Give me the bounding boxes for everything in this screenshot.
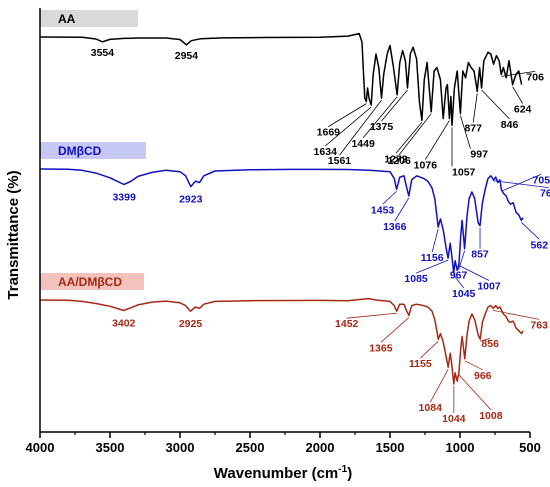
x-axis-title-superscript: -1 xyxy=(338,464,347,475)
peak-label: 1008 xyxy=(479,410,503,422)
peak-label: 1365 xyxy=(369,342,393,354)
peak-label: 1669 xyxy=(317,127,341,139)
series-label-box xyxy=(40,273,144,290)
peak-label: 1634 xyxy=(314,146,338,158)
peak-label: 624 xyxy=(514,104,532,116)
x-tick-label: 3500 xyxy=(96,440,125,455)
peak-leader-line xyxy=(521,222,540,240)
peak-leader-line xyxy=(394,197,410,222)
peak-label: 1366 xyxy=(383,221,407,233)
peak-label: 3554 xyxy=(91,47,115,59)
peak-label: 705 xyxy=(533,174,550,186)
peak-label: 763 xyxy=(530,319,548,331)
peak-leader-line xyxy=(362,96,398,139)
peak-label: 1206 xyxy=(387,155,411,167)
peak-leader-line xyxy=(398,113,432,156)
peak-label: 2954 xyxy=(175,50,199,62)
y-axis-title: Transmittance (%) xyxy=(5,170,22,299)
x-axis-title-main: Wavenumber (cm xyxy=(214,465,338,482)
peak-leader-line xyxy=(492,180,549,188)
series-line xyxy=(39,168,524,274)
peak-leader-line xyxy=(395,122,423,154)
peak-label: 3402 xyxy=(112,318,136,330)
peak-leader-line xyxy=(501,173,542,192)
series-label-text: AA xyxy=(58,12,76,26)
peak-label: 1084 xyxy=(419,402,443,414)
peak-leader-line xyxy=(480,337,491,342)
series-label-text: AA/DMβCD xyxy=(58,275,122,289)
series-line xyxy=(39,297,524,385)
peak-label: 1453 xyxy=(371,204,395,216)
x-tick-label: 1500 xyxy=(376,440,405,455)
peak-label: 766 xyxy=(540,188,550,200)
peak-label: 1452 xyxy=(335,318,359,330)
peak-label: 1272 xyxy=(384,153,408,165)
series-label-text: DMβCD xyxy=(58,144,102,158)
peak-leader-line xyxy=(431,228,439,253)
peak-leader-line xyxy=(458,374,492,411)
peak-label: 1057 xyxy=(452,166,476,178)
peak-label: 857 xyxy=(471,249,489,261)
peak-leader-line xyxy=(458,250,466,270)
peak-leader-line xyxy=(415,259,449,274)
peak-leader-line xyxy=(481,89,510,120)
peak-leader-line xyxy=(380,317,410,343)
peak-leader-line xyxy=(493,310,540,320)
peak-label: 1561 xyxy=(328,155,352,167)
peak-leader-line xyxy=(512,86,523,104)
peak-label: 966 xyxy=(474,370,492,382)
peak-label: 1044 xyxy=(442,413,466,425)
peak-label: 562 xyxy=(531,239,549,251)
peak-label: 1155 xyxy=(409,358,432,370)
x-tick-label: 1000 xyxy=(446,440,475,455)
peak-label: 967 xyxy=(450,270,468,282)
peak-leader-line xyxy=(381,89,408,122)
peak-label: 1449 xyxy=(351,138,375,150)
peak-label: 997 xyxy=(470,149,488,161)
axes-layer: 4000 3500 3000 2500 2000 1500 1000 500 xyxy=(26,8,541,455)
peak-leader-line xyxy=(453,274,465,289)
x-tick-label: 2000 xyxy=(306,440,335,455)
peak-leader-line xyxy=(339,99,382,156)
peak-leader-line xyxy=(420,340,439,359)
peak-label: 1156 xyxy=(421,252,444,264)
peak-leader-line xyxy=(346,312,397,319)
peak-leader-line xyxy=(328,103,367,127)
peak-leader-line xyxy=(382,190,397,205)
peak-label: 2923 xyxy=(179,194,203,206)
series-label-box xyxy=(40,10,138,27)
peak-leader-line xyxy=(429,369,449,403)
x-axis-title: Wavenumber (cm-1) xyxy=(214,464,352,482)
peak-label: 3399 xyxy=(112,192,136,204)
x-tick-label: 2500 xyxy=(236,440,265,455)
series-line xyxy=(39,32,523,127)
peak-leader-line xyxy=(460,115,471,149)
peak-leader-line xyxy=(464,360,483,371)
peak-label: 1007 xyxy=(477,281,501,293)
peak-label: 1045 xyxy=(452,288,476,300)
peak-leader-line xyxy=(472,93,478,123)
peak-leader-line xyxy=(458,265,490,281)
x-tick-label: 4000 xyxy=(26,440,55,455)
x-tick-label: 500 xyxy=(519,440,541,455)
peak-leader-line xyxy=(425,120,450,160)
peak-label: 846 xyxy=(501,119,519,131)
peak-leader-line xyxy=(501,71,536,77)
peak-label: 1085 xyxy=(404,273,428,285)
peak-label: 856 xyxy=(481,338,499,350)
peak-label: 706 xyxy=(526,71,544,83)
x-axis-title-suffix: ) xyxy=(347,465,352,482)
peak-label: 1375 xyxy=(370,121,394,133)
peak-label: 2925 xyxy=(179,318,203,330)
x-tick-label: 3000 xyxy=(166,440,195,455)
series-label-box xyxy=(40,142,146,159)
peak-label: 1076 xyxy=(414,160,438,172)
peak-label: 877 xyxy=(464,122,482,134)
peak-leader-line xyxy=(324,106,372,147)
